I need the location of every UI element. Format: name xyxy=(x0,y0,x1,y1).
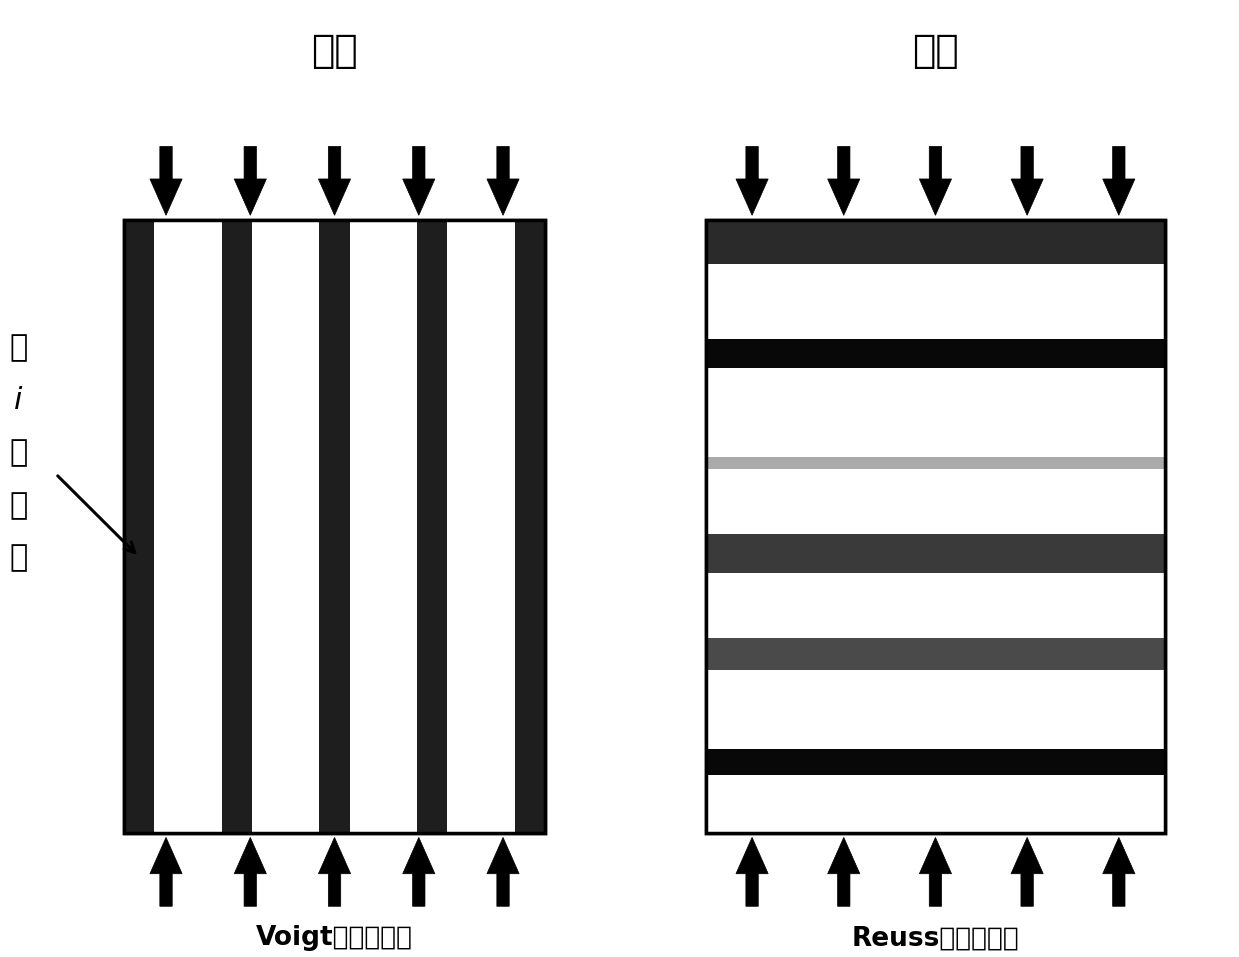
Polygon shape xyxy=(487,837,519,906)
Text: Voigt等应变模型: Voigt等应变模型 xyxy=(256,925,413,951)
Text: i: i xyxy=(15,386,22,414)
Polygon shape xyxy=(919,837,952,906)
Polygon shape xyxy=(318,146,351,215)
Bar xyxy=(418,220,447,833)
Polygon shape xyxy=(919,146,952,215)
Bar xyxy=(349,220,418,833)
Text: 第: 第 xyxy=(10,333,27,362)
Text: 应力: 应力 xyxy=(311,32,358,70)
Polygon shape xyxy=(487,146,519,215)
Bar xyxy=(514,220,545,833)
Text: 应力: 应力 xyxy=(912,32,959,70)
Polygon shape xyxy=(736,146,768,215)
Polygon shape xyxy=(234,837,266,906)
Bar xyxy=(706,220,1165,833)
Bar xyxy=(706,533,1165,573)
Bar xyxy=(706,671,1165,748)
Polygon shape xyxy=(736,837,768,906)
Bar xyxy=(706,469,1165,533)
Bar xyxy=(124,220,155,833)
Bar xyxy=(124,220,545,833)
Text: Reuss等应力模型: Reuss等应力模型 xyxy=(851,925,1020,951)
Polygon shape xyxy=(828,146,860,215)
Bar xyxy=(124,220,545,833)
Bar xyxy=(706,220,1165,264)
Bar xyxy=(155,220,222,833)
Text: 细: 细 xyxy=(10,491,27,520)
Polygon shape xyxy=(1103,837,1135,906)
Bar xyxy=(447,220,514,833)
Polygon shape xyxy=(403,146,435,215)
Bar xyxy=(252,220,320,833)
Polygon shape xyxy=(1103,146,1135,215)
Polygon shape xyxy=(150,146,182,215)
Bar xyxy=(222,220,252,833)
Bar xyxy=(706,340,1165,367)
Bar xyxy=(706,748,1165,774)
Text: 分: 分 xyxy=(10,544,27,572)
Bar xyxy=(706,264,1165,340)
Bar xyxy=(706,637,1165,671)
Polygon shape xyxy=(318,837,351,906)
Bar xyxy=(706,573,1165,637)
Polygon shape xyxy=(828,837,860,906)
Polygon shape xyxy=(1011,146,1043,215)
Bar xyxy=(706,456,1165,469)
Bar xyxy=(706,367,1165,456)
Bar xyxy=(706,220,1165,833)
Text: 种: 种 xyxy=(10,438,27,467)
Polygon shape xyxy=(1011,837,1043,906)
Bar xyxy=(320,220,349,833)
Bar xyxy=(706,774,1165,833)
Polygon shape xyxy=(403,837,435,906)
Polygon shape xyxy=(234,146,266,215)
Polygon shape xyxy=(150,837,182,906)
